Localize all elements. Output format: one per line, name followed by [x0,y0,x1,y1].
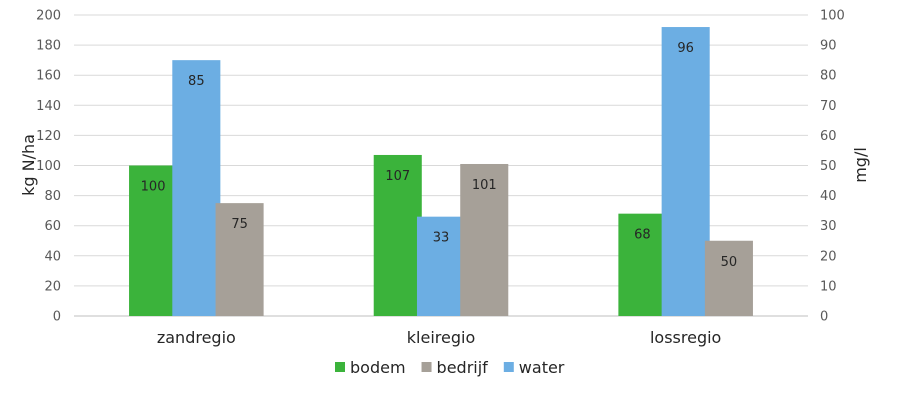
y-right-tick-label: 50 [820,159,837,174]
data-label-water-kleiregio: 33 [433,231,450,246]
data-label-water-zandregio: 85 [188,74,205,89]
y-right-tick-label: 30 [820,219,837,234]
y-left-tick-label: 180 [36,39,61,54]
data-labels: 100 85 75 107 33 101 68 96 50 [141,41,738,270]
bar-water-zandregio [172,60,221,317]
x-category-label: zandregio [157,328,236,347]
y-right-tick-label: 70 [820,99,837,114]
bar-bedrijf-lossregio [704,240,753,316]
bar-bedrijf-kleiregio [460,163,509,316]
y-left-tick-label: 100 [36,159,61,174]
y-left-tick-label: 140 [36,99,61,114]
legend-label-water: water [519,358,565,377]
data-label-bedrijf-kleiregio: 101 [472,178,497,193]
x-category-label: kleiregio [407,328,475,347]
bar-water-lossregio [661,27,710,316]
y-axis-left: 0 20 40 60 80 100 120 140 160 180 200 [36,9,61,325]
y-right-tick-label: 20 [820,249,837,264]
y-right-tick-label: 90 [820,39,837,54]
bar-water-kleiregio [416,216,466,316]
y-axis-left-title: kg N/ha [19,134,38,196]
bar-bodem-kleiregio [373,154,422,316]
data-label-bodem-lossregio: 68 [634,228,651,243]
y-left-tick-label: 200 [36,9,61,24]
y-left-tick-label: 80 [44,189,61,204]
legend-swatch-water [503,362,514,372]
bars [129,27,753,317]
x-category-label: lossregio [650,328,721,347]
legend-swatch-bodem [335,362,345,372]
y-right-tick-label: 80 [820,69,837,84]
y-right-tick-label: 40 [820,189,837,204]
y-right-tick-label: 0 [820,310,828,325]
legend-swatch-bedrijf [421,362,432,372]
data-label-bodem-zandregio: 100 [141,180,166,195]
y-left-tick-label: 20 [44,279,61,294]
data-label-bedrijf-lossregio: 50 [721,255,738,270]
data-label-bedrijf-zandregio: 75 [231,217,248,232]
y-left-tick-label: 40 [44,249,61,264]
y-axis-right-title: mg/l [851,147,870,183]
data-label-bodem-kleiregio: 107 [385,169,410,184]
y-left-tick-label: 160 [36,69,61,84]
y-right-tick-label: 10 [820,279,837,294]
bar-bodem-lossregio [618,213,667,316]
bar-bodem-zandregio [129,165,178,316]
y-right-tick-label: 100 [820,9,845,24]
data-label-water-lossregio: 96 [677,41,694,56]
legend-label-bedrijf: bedrijf [437,358,489,377]
y-left-tick-label: 120 [36,129,61,144]
legend: bodem bedrijf water [335,358,565,377]
y-left-tick-label: 60 [44,219,61,234]
y-left-tick-label: 0 [53,310,61,325]
x-axis: zandregio kleiregio lossregio [157,328,722,347]
bar-bedrijf-zandregio [215,203,264,316]
legend-label-bodem: bodem [350,358,406,377]
y-axis-right: 0 10 20 30 40 50 60 70 80 90 100 [820,9,845,325]
y-right-tick-label: 60 [820,129,837,144]
